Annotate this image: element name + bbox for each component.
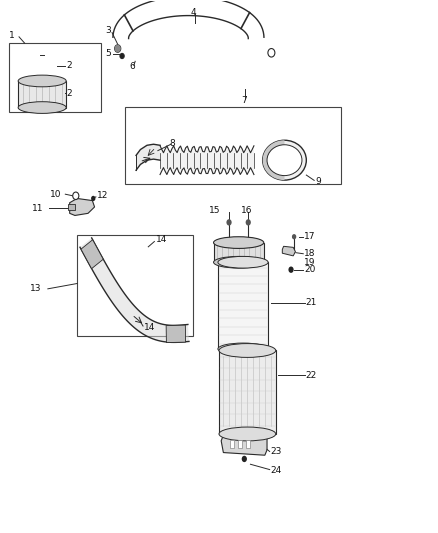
Polygon shape xyxy=(283,246,295,256)
Ellipse shape xyxy=(219,344,276,358)
Bar xyxy=(218,262,268,349)
Circle shape xyxy=(268,49,275,57)
Text: 19: 19 xyxy=(304,258,316,266)
Bar xyxy=(214,243,264,262)
Text: 21: 21 xyxy=(305,298,317,307)
Bar xyxy=(125,107,341,184)
Polygon shape xyxy=(221,432,267,455)
Circle shape xyxy=(246,219,251,225)
Text: 15: 15 xyxy=(209,206,220,215)
Text: 2: 2 xyxy=(66,88,72,98)
Polygon shape xyxy=(70,198,95,215)
Text: 14: 14 xyxy=(155,236,167,245)
Ellipse shape xyxy=(267,145,302,175)
Text: 23: 23 xyxy=(271,447,282,456)
Ellipse shape xyxy=(218,343,268,355)
Bar xyxy=(246,440,250,448)
Text: 17: 17 xyxy=(304,232,316,241)
Ellipse shape xyxy=(214,256,264,268)
Text: 7: 7 xyxy=(242,95,247,104)
Text: 10: 10 xyxy=(49,190,61,199)
Circle shape xyxy=(242,456,247,462)
Bar xyxy=(77,235,193,336)
Text: 16: 16 xyxy=(241,206,252,215)
Text: 2: 2 xyxy=(66,61,72,70)
Text: 20: 20 xyxy=(304,265,315,274)
Text: 1: 1 xyxy=(10,31,15,40)
Circle shape xyxy=(91,196,95,201)
Ellipse shape xyxy=(18,102,66,114)
Circle shape xyxy=(115,45,121,52)
Ellipse shape xyxy=(214,237,264,248)
Text: 11: 11 xyxy=(32,204,44,213)
Text: 13: 13 xyxy=(30,284,42,293)
Bar xyxy=(238,440,242,448)
Ellipse shape xyxy=(219,427,276,441)
Text: 24: 24 xyxy=(271,466,282,475)
Circle shape xyxy=(73,192,79,199)
Text: 22: 22 xyxy=(305,371,317,380)
Text: 8: 8 xyxy=(170,139,175,148)
Polygon shape xyxy=(166,325,186,343)
Polygon shape xyxy=(81,240,103,269)
Text: 3: 3 xyxy=(106,27,111,36)
Text: 14: 14 xyxy=(144,323,155,332)
Text: 18: 18 xyxy=(304,249,316,259)
Polygon shape xyxy=(263,140,285,180)
Circle shape xyxy=(288,266,293,273)
Circle shape xyxy=(120,53,124,59)
Text: 5: 5 xyxy=(106,50,111,58)
Bar xyxy=(68,204,75,210)
Ellipse shape xyxy=(263,140,306,180)
Text: 9: 9 xyxy=(315,177,321,186)
Text: 6: 6 xyxy=(130,62,135,71)
Bar xyxy=(10,43,101,112)
Text: 12: 12 xyxy=(97,191,108,200)
Ellipse shape xyxy=(218,256,268,268)
Bar xyxy=(230,440,234,448)
Polygon shape xyxy=(136,144,160,170)
Circle shape xyxy=(292,234,296,239)
Bar xyxy=(219,351,276,434)
Bar xyxy=(18,81,66,108)
Text: 4: 4 xyxy=(191,8,196,17)
Polygon shape xyxy=(80,238,189,342)
Circle shape xyxy=(120,53,124,59)
Ellipse shape xyxy=(18,75,66,87)
Circle shape xyxy=(115,45,121,52)
Circle shape xyxy=(226,219,232,225)
